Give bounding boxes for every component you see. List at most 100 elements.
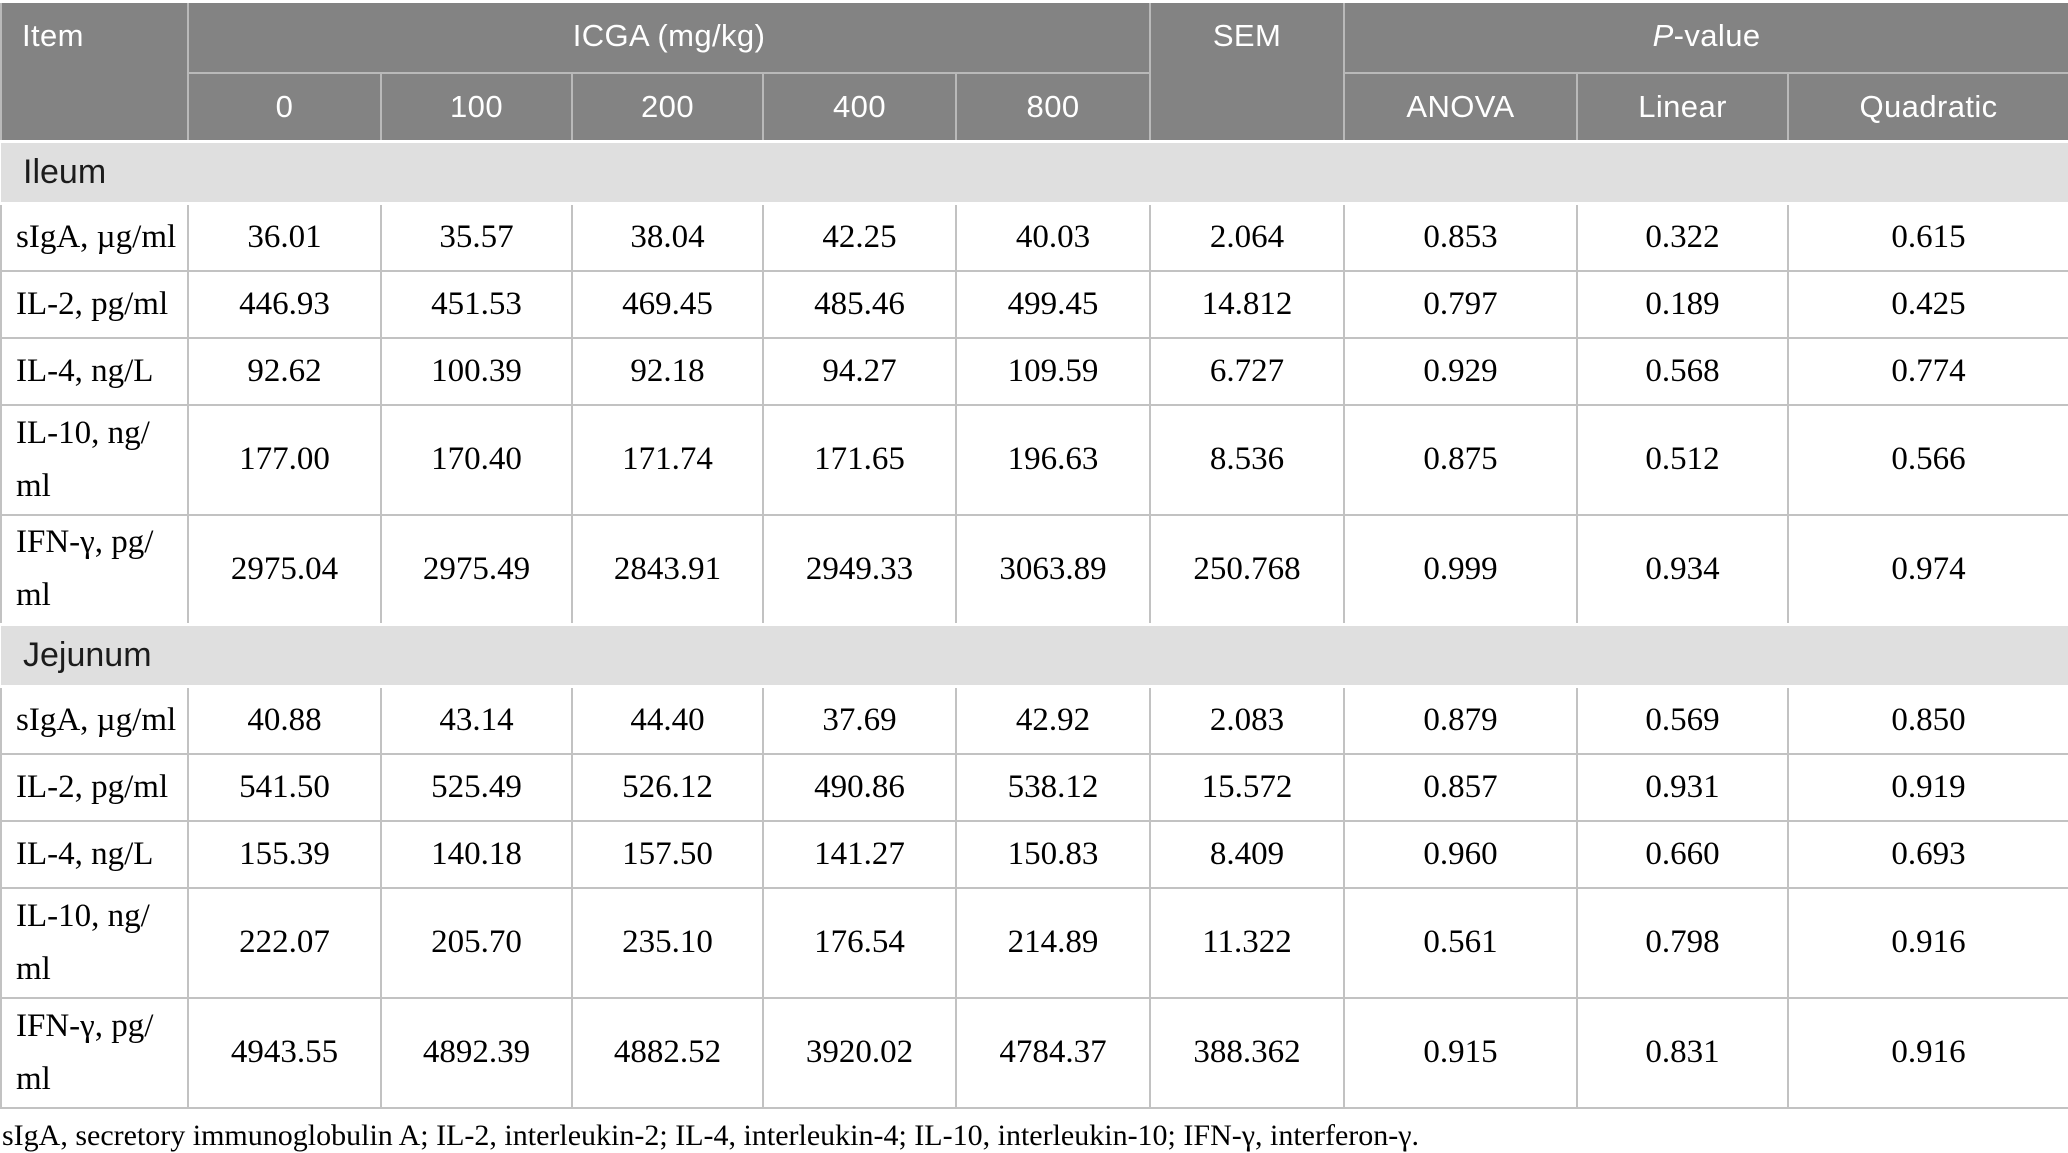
value-cell: 171.65 [762, 403, 957, 516]
value-cell: 541.50 [187, 752, 382, 822]
table-row: IFN-γ, pg/ ml 2975.04 2975.49 2843.91 29… [0, 513, 2068, 626]
section-title: Ileum [1, 140, 2068, 205]
value-cell: 35.57 [380, 202, 573, 272]
value-cell: 4892.39 [380, 996, 573, 1109]
value-cell: 40.03 [954, 202, 1152, 272]
row-label: IL-4, ng/L [0, 336, 189, 406]
row-label: sIgA, µg/ml [0, 685, 189, 755]
col-header-sem: SEM [1149, 0, 1346, 143]
pvalue-cell: 0.568 [1576, 336, 1790, 406]
value-cell: 176.54 [762, 886, 957, 999]
value-cell: 44.40 [571, 685, 764, 755]
table-row: IL-10, ng/ ml 177.00 170.40 171.74 171.6… [0, 403, 2068, 516]
table-row: IL-2, pg/ml 446.93 451.53 469.45 485.46 … [0, 269, 2068, 339]
value-cell: 177.00 [187, 403, 382, 516]
pvalue-cell: 0.693 [1787, 819, 2068, 889]
value-cell: 2843.91 [571, 513, 764, 626]
pvalue-cell: 0.857 [1343, 752, 1579, 822]
pvalue-cell: 0.929 [1343, 336, 1579, 406]
value-cell: 150.83 [954, 819, 1152, 889]
value-cell: 141.27 [762, 819, 957, 889]
header-row-groups: Item ICGA (mg/kg) SEM P-value [0, 0, 2068, 143]
value-cell: 196.63 [954, 403, 1152, 516]
value-cell: 92.18 [571, 336, 764, 406]
value-cell: 157.50 [571, 819, 764, 889]
row-label: IL-10, ng/ ml [0, 886, 189, 999]
value-cell: 538.12 [954, 752, 1152, 822]
value-cell: 469.45 [571, 269, 764, 339]
pvalue-cell: 0.974 [1787, 513, 2068, 626]
value-cell: 100.39 [380, 336, 573, 406]
pvalue-cell: 0.960 [1343, 819, 1579, 889]
table-row: IL-2, pg/ml 541.50 525.49 526.12 490.86 … [0, 752, 2068, 822]
value-cell: 2975.04 [187, 513, 382, 626]
value-cell: 2949.33 [762, 513, 957, 626]
col-header-dose-200: 200 [571, 71, 764, 143]
value-cell: 36.01 [187, 202, 382, 272]
sem-cell: 11.322 [1149, 886, 1346, 999]
value-cell: 94.27 [762, 336, 957, 406]
pvalue-cell: 0.919 [1787, 752, 2068, 822]
pvalue-cell: 0.660 [1576, 819, 1790, 889]
sem-cell: 6.727 [1149, 336, 1346, 406]
value-cell: 205.70 [380, 886, 573, 999]
pvalue-cell: 0.189 [1576, 269, 1790, 339]
col-header-dose-400: 400 [762, 71, 957, 143]
pvalue-rest: -value [1673, 18, 1761, 53]
col-header-dose-100: 100 [380, 71, 573, 143]
immune-parameters-table: Item ICGA (mg/kg) SEM P-value 0 100 200 … [0, 0, 2068, 1109]
value-cell: 485.46 [762, 269, 957, 339]
value-cell: 222.07 [187, 886, 382, 999]
table-row: IL-4, ng/L 155.39 140.18 157.50 141.27 1… [0, 819, 2068, 889]
sem-cell: 14.812 [1149, 269, 1346, 339]
row-label: IL-2, pg/ml [0, 752, 189, 822]
section-row-ileum: Ileum [1, 140, 2068, 205]
pvalue-cell: 0.797 [1343, 269, 1579, 339]
pvalue-cell: 0.850 [1787, 685, 2068, 755]
pvalue-cell: 0.566 [1787, 403, 2068, 516]
col-header-linear: Linear [1576, 71, 1790, 143]
pvalue-cell: 0.512 [1576, 403, 1790, 516]
pvalue-cell: 0.931 [1576, 752, 1790, 822]
section-title: Jejunum [1, 623, 2068, 688]
col-header-dose-800: 800 [954, 71, 1152, 143]
value-cell: 526.12 [571, 752, 764, 822]
sem-cell: 250.768 [1149, 513, 1346, 626]
value-cell: 109.59 [954, 336, 1152, 406]
sem-cell: 8.409 [1149, 819, 1346, 889]
sem-cell: 8.536 [1149, 403, 1346, 516]
value-cell: 451.53 [380, 269, 573, 339]
value-cell: 43.14 [380, 685, 573, 755]
pvalue-cell: 0.934 [1576, 513, 1790, 626]
table-row: IL-10, ng/ ml 222.07 205.70 235.10 176.5… [0, 886, 2068, 999]
pvalue-cell: 0.879 [1343, 685, 1579, 755]
value-cell: 490.86 [762, 752, 957, 822]
pvalue-cell: 0.774 [1787, 336, 2068, 406]
table-footnote: sIgA, secretory immunoglobulin A; IL-2, … [2, 1118, 1420, 1152]
value-cell: 42.92 [954, 685, 1152, 755]
value-cell: 214.89 [954, 886, 1152, 999]
pvalue-cell: 0.425 [1787, 269, 2068, 339]
pvalue-cell: 0.615 [1787, 202, 2068, 272]
row-label: sIgA, µg/ml [0, 202, 189, 272]
value-cell: 3063.89 [954, 513, 1152, 626]
value-cell: 499.45 [954, 269, 1152, 339]
pvalue-cell: 0.561 [1343, 886, 1579, 999]
pvalue-cell: 0.569 [1576, 685, 1790, 755]
value-cell: 3920.02 [762, 996, 957, 1109]
col-group-icga: ICGA (mg/kg) [186, 0, 1152, 74]
table-row: sIgA, µg/ml 36.01 35.57 38.04 42.25 40.0… [0, 202, 2068, 272]
value-cell: 170.40 [380, 403, 573, 516]
pvalue-italic-p: P [1652, 18, 1674, 53]
pvalue-cell: 0.831 [1576, 996, 1790, 1109]
value-cell: 171.74 [571, 403, 764, 516]
pvalue-cell: 0.916 [1787, 886, 2068, 999]
header-row-subcolumns: 0 100 200 400 800 ANOVA Linear Quadratic [1, 71, 2068, 143]
col-header-anova: ANOVA [1343, 71, 1579, 143]
value-cell: 4784.37 [954, 996, 1152, 1109]
table-row: IFN-γ, pg/ ml 4943.55 4892.39 4882.52 39… [0, 996, 2068, 1109]
pvalue-cell: 0.875 [1343, 403, 1579, 516]
pvalue-cell: 0.798 [1576, 886, 1790, 999]
section-row-jejunum: Jejunum [1, 623, 2068, 688]
value-cell: 140.18 [380, 819, 573, 889]
